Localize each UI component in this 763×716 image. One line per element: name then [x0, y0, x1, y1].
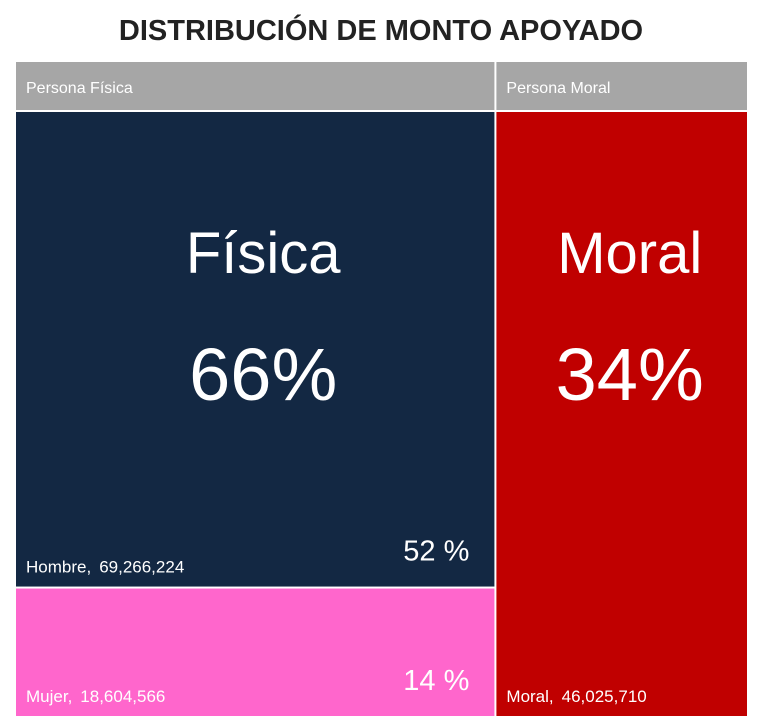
- tile: [16, 588, 495, 716]
- leaf-name: Hombre,: [26, 558, 91, 577]
- tile-label: Hombre, 69,266,224: [26, 558, 184, 577]
- group-header-label: Persona Física: [26, 80, 133, 97]
- leaf-name: Mujer,: [26, 687, 72, 706]
- group-label: Moral: [557, 221, 702, 286]
- group-header: [496, 62, 747, 110]
- group-percent: 66%: [189, 333, 337, 416]
- chart-title: DISTRIBUCIÓN DE MONTO APOYADO: [119, 13, 643, 47]
- leaf-name: Moral,: [506, 687, 553, 706]
- group-header: [16, 62, 495, 110]
- group-label: Física: [186, 221, 341, 286]
- leaf-value: 18,604,566: [80, 687, 165, 706]
- tile: [496, 112, 747, 716]
- tile-percent: 14 %: [403, 665, 469, 697]
- group-percent: 34%: [556, 333, 704, 416]
- leaf-value: 69,266,224: [99, 558, 184, 577]
- group-header-label: Persona Moral: [506, 80, 610, 97]
- tile-percent: 52 %: [403, 536, 469, 568]
- tile: [16, 112, 495, 587]
- tile-label: Mujer, 18,604,566: [26, 687, 165, 706]
- tile-label: Moral, 46,025,710: [506, 687, 646, 706]
- leaf-value: 46,025,710: [562, 687, 647, 706]
